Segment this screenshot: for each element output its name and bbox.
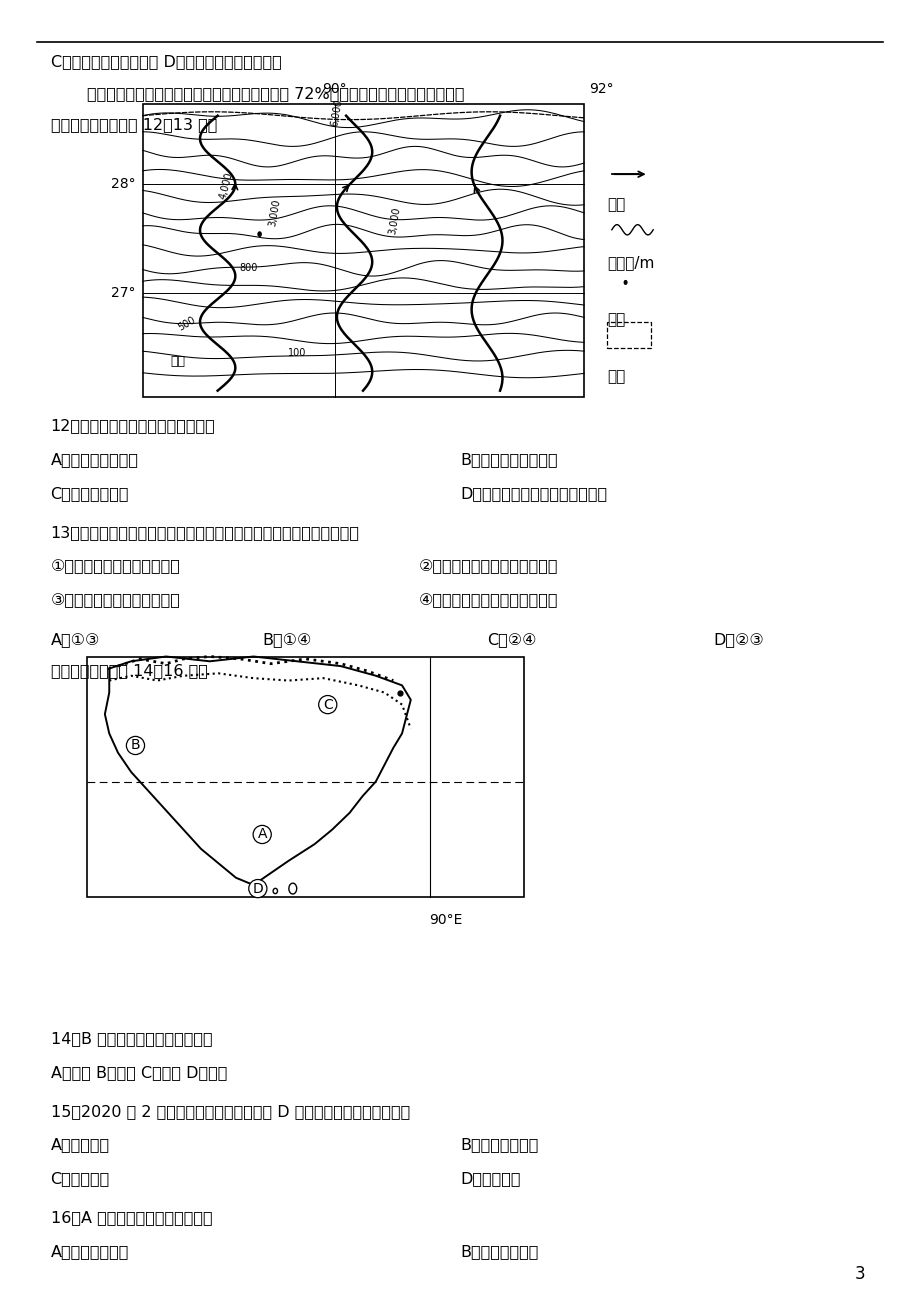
Text: B．①④: B．①④	[262, 632, 312, 647]
Text: 牧业为主。读图回答 12－13 题。: 牧业为主。读图回答 12－13 题。	[51, 117, 217, 133]
Text: 印度: 印度	[170, 355, 186, 368]
Text: C．夏季受西南季风影响 D．常年受副热带高压控制: C．夏季受西南季风影响 D．常年受副热带高压控制	[51, 55, 281, 70]
Text: 边界: 边界	[607, 369, 625, 385]
Text: C．地势南高北低: C．地势南高北低	[51, 486, 129, 502]
Text: A．地形以山地为主: A．地形以山地为主	[51, 452, 139, 468]
Text: 3,000: 3,000	[387, 207, 402, 235]
Text: A．①③: A．①③	[51, 632, 100, 647]
Text: B．飓风活动频繁: B．飓风活动频繁	[460, 1138, 538, 1153]
Text: 800: 800	[239, 263, 257, 273]
Bar	[87, 656, 524, 897]
Text: 27°: 27°	[110, 286, 135, 300]
Text: C．②④: C．②④	[487, 632, 537, 647]
Text: 16．A 处附近的城市为印度重要的: 16．A 处附近的城市为印度重要的	[51, 1210, 212, 1226]
Text: 6,000: 6,000	[329, 99, 344, 127]
Text: 14．B 处的地表主要的自然景观是: 14．B 处的地表主要的自然景观是	[51, 1031, 212, 1046]
Text: A．钢铁工业城市: A．钢铁工业城市	[51, 1244, 129, 1260]
Text: 等高线/m: 等高线/m	[607, 255, 653, 270]
Text: 12．关于该国自然环境说法正确的是: 12．关于该国自然环境说法正确的是	[51, 419, 215, 434]
Ellipse shape	[273, 888, 278, 893]
Ellipse shape	[289, 883, 297, 894]
Text: 28°: 28°	[110, 177, 135, 191]
Text: 90°E: 90°E	[428, 913, 462, 927]
Text: D．②③: D．②③	[712, 632, 763, 647]
Text: 90°: 90°	[322, 82, 346, 96]
Text: 500: 500	[176, 315, 197, 333]
Text: 100: 100	[288, 347, 306, 358]
Bar	[607, 322, 651, 348]
Text: 13．该国虽然水能资源极为丰富，但其开发利用率却很低的主要原因是: 13．该国虽然水能资源极为丰富，但其开发利用率却很低的主要原因是	[51, 525, 359, 541]
Text: B: B	[130, 738, 140, 753]
Text: C: C	[323, 698, 333, 711]
Text: ④以传统经济为主，电力需求小: ④以传统经济为主，电力需求小	[418, 593, 558, 608]
Text: 河流: 河流	[607, 198, 625, 213]
Text: 不丹北部与我国西藏自治区接壤，森林覆盖率达 72%，经济以传统的种植业、林业与: 不丹北部与我国西藏自治区接壤，森林覆盖率达 72%，经济以传统的种植业、林业与	[87, 86, 464, 101]
Text: B．风力侵蚀作用明显: B．风力侵蚀作用明显	[460, 452, 557, 468]
Text: ③河水含沙量大，水库易淤积: ③河水含沙量大，水库易淤积	[51, 593, 180, 608]
Text: 首都: 首都	[607, 312, 625, 328]
Bar	[142, 104, 584, 396]
Text: 读下图，完成下列 14－16 题。: 读下图，完成下列 14－16 题。	[51, 663, 208, 679]
Text: A．荒漠 B．森林 C．草原 D．沼泽: A．荒漠 B．森林 C．草原 D．沼泽	[51, 1065, 227, 1080]
Text: ①径流季节变化大，开发困难: ①径流季节变化大，开发困难	[51, 559, 180, 575]
Text: ②资金技术短缺，开发能力不足: ②资金技术短缺，开发能力不足	[418, 559, 558, 575]
Text: 3: 3	[854, 1265, 865, 1283]
Text: D: D	[252, 881, 263, 896]
Text: D．位于板块张裂处，多地质灾害: D．位于板块张裂处，多地质灾害	[460, 486, 607, 502]
Text: A．顺风顺水: A．顺风顺水	[51, 1138, 109, 1153]
Text: 4,000: 4,000	[218, 172, 234, 200]
Text: A: A	[257, 828, 267, 841]
Text: 92°: 92°	[588, 82, 613, 96]
Text: 15．2020 年 2 月中国驶往欧洲的货轮经过 D 岛屿时，可能发生的现象是: 15．2020 年 2 月中国驶往欧洲的货轮经过 D 岛屿时，可能发生的现象是	[51, 1104, 409, 1119]
Text: C．正值雨季: C．正值雨季	[51, 1171, 109, 1187]
Text: 3,000: 3,000	[267, 198, 282, 226]
Text: B．新兴工业城市: B．新兴工业城市	[460, 1244, 538, 1260]
Text: D．新茶上市: D．新茶上市	[460, 1171, 520, 1187]
